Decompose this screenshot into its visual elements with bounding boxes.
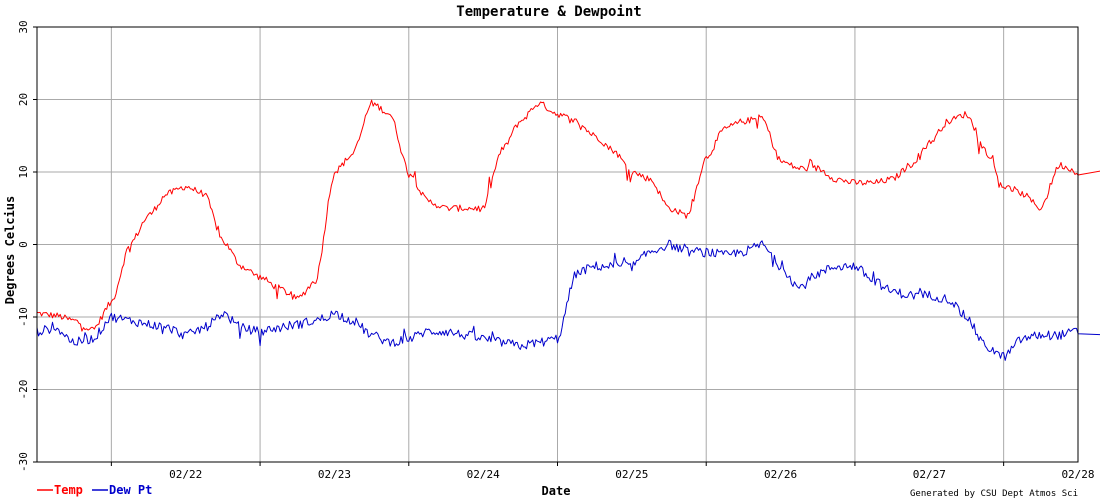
series-layer [36,99,1100,361]
legend-label: Temp [54,483,83,497]
series-line-dew-pt [36,239,1100,361]
y-tick-label: 30 [17,20,30,33]
y-tick-label: 10 [17,165,30,178]
y-tick-label: -20 [17,380,30,400]
y-tick-label: 0 [17,241,30,248]
legend: Temp Dew Pt [37,483,152,497]
x-tick-label: 02/28 [1061,468,1094,481]
y-axis-ticks: -30 -20 -10 0 10 20 30 [17,20,37,472]
series-line-temp [36,99,1100,332]
y-tick-label: -10 [17,307,30,327]
x-tick-label: 02/27 [913,468,946,481]
x-tick-label: 02/23 [318,468,351,481]
x-tick-label: 02/22 [169,468,202,481]
legend-label: Dew Pt [109,483,152,497]
y-tick-label: 20 [17,93,30,106]
x-axis-label: Date [542,484,571,498]
credit-text: Generated by CSU Dept Atmos Sci [910,489,1078,499]
x-axis-ticks: 02/22 02/23 02/24 02/25 02/26 02/27 02/28 [110,462,1095,481]
y-tick-label: -30 [17,452,30,472]
chart-title: Temperature & Dewpoint [456,4,641,20]
x-tick-label: 02/26 [764,468,797,481]
x-tick-label: 02/24 [467,468,500,481]
grid [37,27,1078,462]
x-tick-label: 02/25 [615,468,648,481]
y-axis-label: Degrees Celcius [3,196,17,304]
